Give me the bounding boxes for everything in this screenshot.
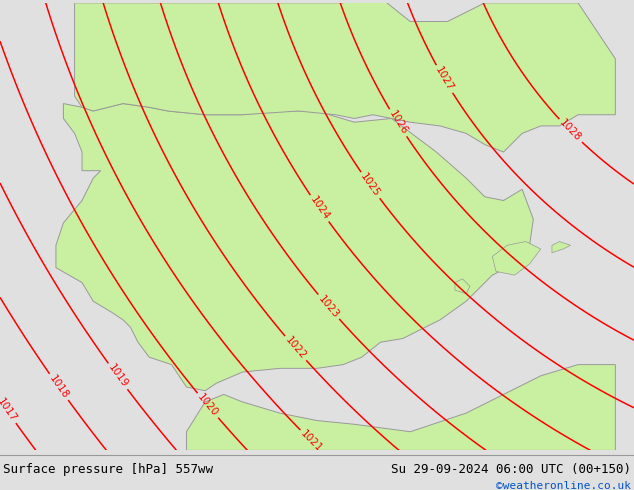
Text: 1023: 1023 <box>316 294 341 320</box>
Text: 1018: 1018 <box>47 373 70 401</box>
Text: 1026: 1026 <box>387 109 409 137</box>
Text: 1017: 1017 <box>0 396 18 424</box>
Text: 1027: 1027 <box>433 65 455 93</box>
Text: ©weatheronline.co.uk: ©weatheronline.co.uk <box>496 481 631 490</box>
Polygon shape <box>75 0 616 152</box>
Polygon shape <box>492 242 541 275</box>
Text: 1020: 1020 <box>195 392 220 419</box>
Text: Su 29-09-2024 06:00 UTC (00+150): Su 29-09-2024 06:00 UTC (00+150) <box>391 463 631 476</box>
Text: 1024: 1024 <box>307 195 331 222</box>
Text: Surface pressure [hPa] 557ww: Surface pressure [hPa] 557ww <box>3 463 213 476</box>
Text: 1025: 1025 <box>359 172 382 199</box>
Polygon shape <box>56 103 533 391</box>
Polygon shape <box>455 279 470 294</box>
Text: 1028: 1028 <box>558 118 583 144</box>
Text: 1021: 1021 <box>299 429 325 454</box>
Polygon shape <box>186 365 616 450</box>
Text: 1019: 1019 <box>106 363 129 390</box>
Polygon shape <box>552 242 571 253</box>
Text: 1022: 1022 <box>283 335 308 362</box>
